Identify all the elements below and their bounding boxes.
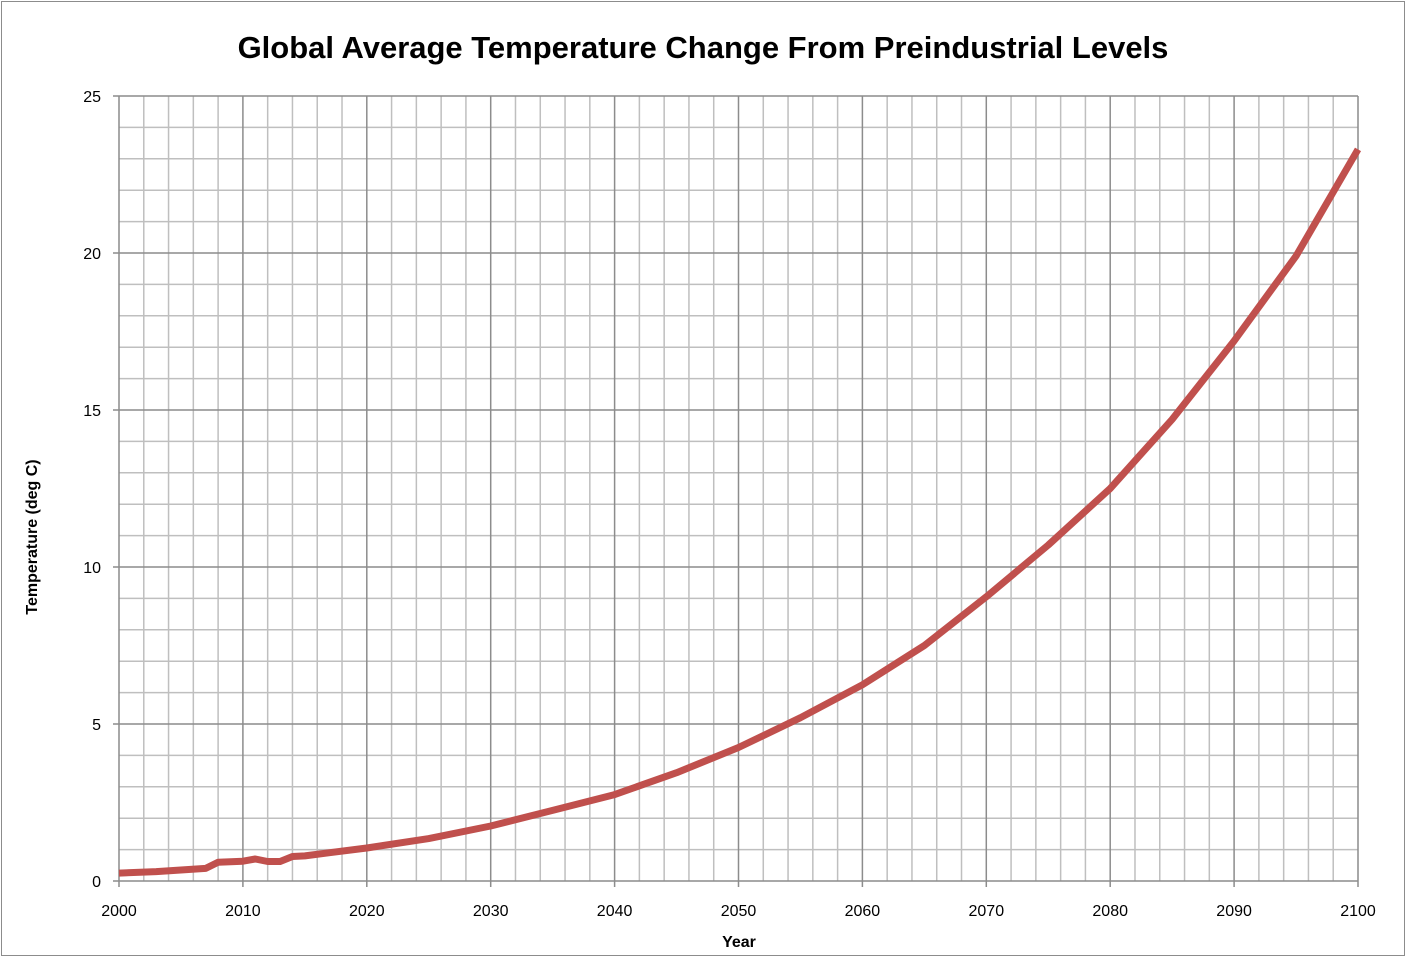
x-tick-label: 2060 bbox=[845, 903, 881, 920]
y-tick-label: 20 bbox=[83, 246, 101, 263]
x-tick-label: 2020 bbox=[349, 903, 385, 920]
y-axis-label: Temperature (deg C) bbox=[24, 459, 41, 614]
tick-labels: 2000 2010 2020 2030 2040 2050 2060 2070 2080 2090… bbox=[83, 89, 1376, 920]
x-tick-label: 2070 bbox=[969, 903, 1005, 920]
chart-title: Global Average Temperature Change From P… bbox=[238, 30, 1169, 65]
x-tick-label: 2100 bbox=[1340, 903, 1376, 920]
x-axis-label: Year bbox=[722, 934, 756, 951]
x-tick-label: 2000 bbox=[101, 903, 137, 920]
series-group bbox=[118, 147, 1362, 877]
temperature-series-line bbox=[118, 147, 1362, 877]
y-tick-label: 5 bbox=[92, 717, 101, 734]
y-tick-label: 0 bbox=[92, 874, 101, 891]
y-tick-label: 10 bbox=[83, 560, 101, 577]
y-tick-label: 25 bbox=[83, 89, 101, 106]
y-tick-label: 15 bbox=[83, 403, 101, 420]
grid bbox=[113, 95, 1359, 887]
x-tick-label: 2090 bbox=[1216, 903, 1252, 920]
x-tick-label: 2030 bbox=[473, 903, 509, 920]
x-tick-label: 2010 bbox=[225, 903, 261, 920]
x-tick-label: 2050 bbox=[721, 903, 757, 920]
x-tick-label: 2040 bbox=[597, 903, 633, 920]
x-tick-label: 2080 bbox=[1092, 903, 1128, 920]
